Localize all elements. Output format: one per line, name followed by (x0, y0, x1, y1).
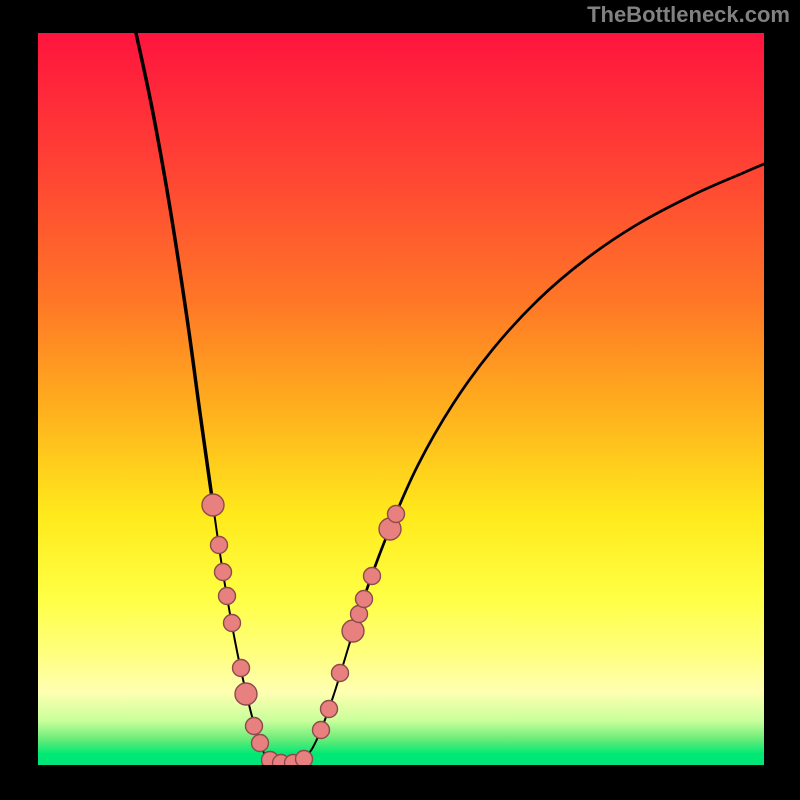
data-point-dot (332, 665, 349, 682)
data-point-dot (233, 660, 250, 677)
data-point-dot (252, 735, 269, 752)
chart-svg (38, 33, 764, 765)
data-point-dot (235, 683, 257, 705)
data-point-dot (246, 718, 263, 735)
plot-area (38, 33, 764, 765)
curve-segment (350, 164, 764, 642)
data-point-dot (219, 588, 236, 605)
data-point-dot (224, 615, 241, 632)
curve-segment (278, 642, 350, 763)
data-point-dot (364, 568, 381, 585)
data-point-dot (296, 751, 313, 766)
data-point-dot (321, 701, 338, 718)
curve-segment (136, 33, 213, 505)
frame-black-border: TheBottleneck.com (0, 0, 800, 800)
data-point-dot (356, 591, 373, 608)
data-point-dot (313, 722, 330, 739)
data-point-dot (211, 537, 228, 554)
data-point-dot (388, 506, 405, 523)
data-point-dot (215, 564, 232, 581)
data-point-dot (342, 620, 364, 642)
data-point-dot (202, 494, 224, 516)
watermark-text: TheBottleneck.com (587, 2, 790, 28)
